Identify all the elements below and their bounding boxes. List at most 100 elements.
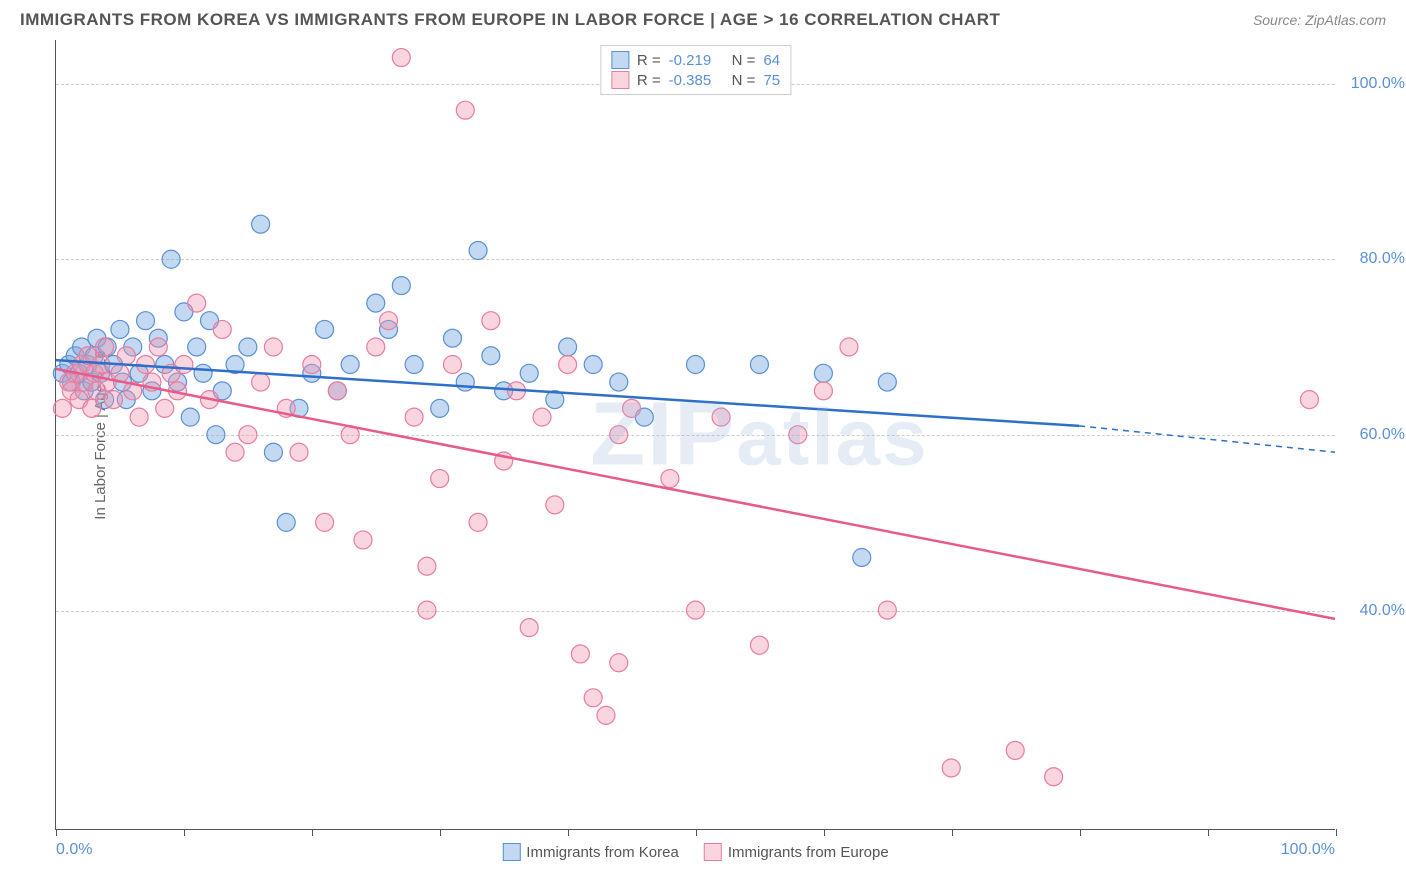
y-tick-label: 80.0% (1360, 250, 1405, 268)
data-point (1045, 768, 1063, 786)
data-point (181, 408, 199, 426)
data-point (533, 408, 551, 426)
legend-correlation: R =-0.219N =64R =-0.385N =75 (600, 45, 791, 95)
y-tick-label: 40.0% (1360, 602, 1405, 620)
data-point (571, 645, 589, 663)
data-point (469, 513, 487, 531)
y-tick-label: 60.0% (1360, 426, 1405, 444)
data-point (712, 408, 730, 426)
data-point (405, 356, 423, 374)
data-point (111, 320, 129, 338)
data-point (96, 338, 114, 356)
data-point (878, 373, 896, 391)
x-max-label: 100.0% (1281, 841, 1335, 859)
n-value: 64 (763, 52, 780, 69)
data-point (418, 601, 436, 619)
data-point (53, 399, 71, 417)
data-point (584, 356, 602, 374)
data-point (207, 426, 225, 444)
data-point (83, 399, 101, 417)
data-point (456, 373, 474, 391)
data-point (431, 399, 449, 417)
data-point (610, 426, 628, 444)
data-point (277, 513, 295, 531)
source-label: Source: ZipAtlas.com (1253, 12, 1386, 28)
trend-line-dash (1079, 426, 1335, 452)
x-tick (952, 829, 953, 836)
x-tick (440, 829, 441, 836)
data-point (149, 338, 167, 356)
data-point (316, 513, 334, 531)
x-tick (1208, 829, 1209, 836)
data-point (290, 443, 308, 461)
data-point (156, 399, 174, 417)
x-tick (568, 829, 569, 836)
plot-svg (56, 40, 1335, 829)
n-value: 75 (763, 72, 780, 89)
x-tick (696, 829, 697, 836)
data-point (686, 601, 704, 619)
chart-area: In Labor Force | Age > 16 40.0%60.0%80.0… (55, 40, 1335, 830)
data-point (392, 277, 410, 295)
data-point (418, 557, 436, 575)
chart-title: IMMIGRANTS FROM KOREA VS IMMIGRANTS FROM… (20, 10, 1000, 30)
r-label: R = (637, 72, 661, 89)
data-point (341, 356, 359, 374)
data-point (137, 312, 155, 330)
data-point (559, 338, 577, 356)
x-axis-labels: 0.0% 100.0% (56, 841, 1335, 859)
legend-swatch (611, 51, 629, 69)
data-point (750, 636, 768, 654)
legend-top-row: R = -0.385 N = 75 (611, 70, 780, 90)
x-tick (56, 829, 57, 836)
data-point (559, 356, 577, 374)
data-point (482, 312, 500, 330)
data-point (610, 654, 628, 672)
data-point (431, 470, 449, 488)
n-label: N = (732, 72, 756, 89)
x-min-label: 0.0% (56, 841, 92, 859)
data-point (623, 399, 641, 417)
data-point (213, 320, 231, 338)
data-point (942, 759, 960, 777)
data-point (469, 242, 487, 260)
data-point (117, 347, 135, 365)
data-point (853, 548, 871, 566)
legend-swatch (611, 71, 629, 89)
data-point (303, 356, 321, 374)
data-point (105, 391, 123, 409)
x-tick (824, 829, 825, 836)
x-tick (1336, 829, 1337, 836)
legend-top-row: R =-0.219N =64 (611, 50, 780, 70)
n-label: N = (732, 52, 756, 69)
data-point (264, 338, 282, 356)
data-point (814, 382, 832, 400)
r-label: R = (637, 52, 661, 69)
data-point (750, 356, 768, 374)
data-point (316, 320, 334, 338)
data-point (252, 373, 270, 391)
data-point (405, 408, 423, 426)
data-point (661, 470, 679, 488)
data-point (194, 364, 212, 382)
data-point (162, 250, 180, 268)
r-value: -0.385 (669, 72, 724, 89)
data-point (443, 356, 461, 374)
data-point (546, 496, 564, 514)
x-tick (1080, 829, 1081, 836)
x-tick (184, 829, 185, 836)
data-point (328, 382, 346, 400)
data-point (840, 338, 858, 356)
data-point (482, 347, 500, 365)
data-point (392, 49, 410, 67)
data-point (597, 706, 615, 724)
data-point (443, 329, 461, 347)
data-point (175, 356, 193, 374)
data-point (380, 312, 398, 330)
data-point (686, 356, 704, 374)
x-tick (312, 829, 313, 836)
data-point (264, 443, 282, 461)
trend-line (56, 369, 1335, 619)
data-point (239, 338, 257, 356)
data-point (1006, 741, 1024, 759)
